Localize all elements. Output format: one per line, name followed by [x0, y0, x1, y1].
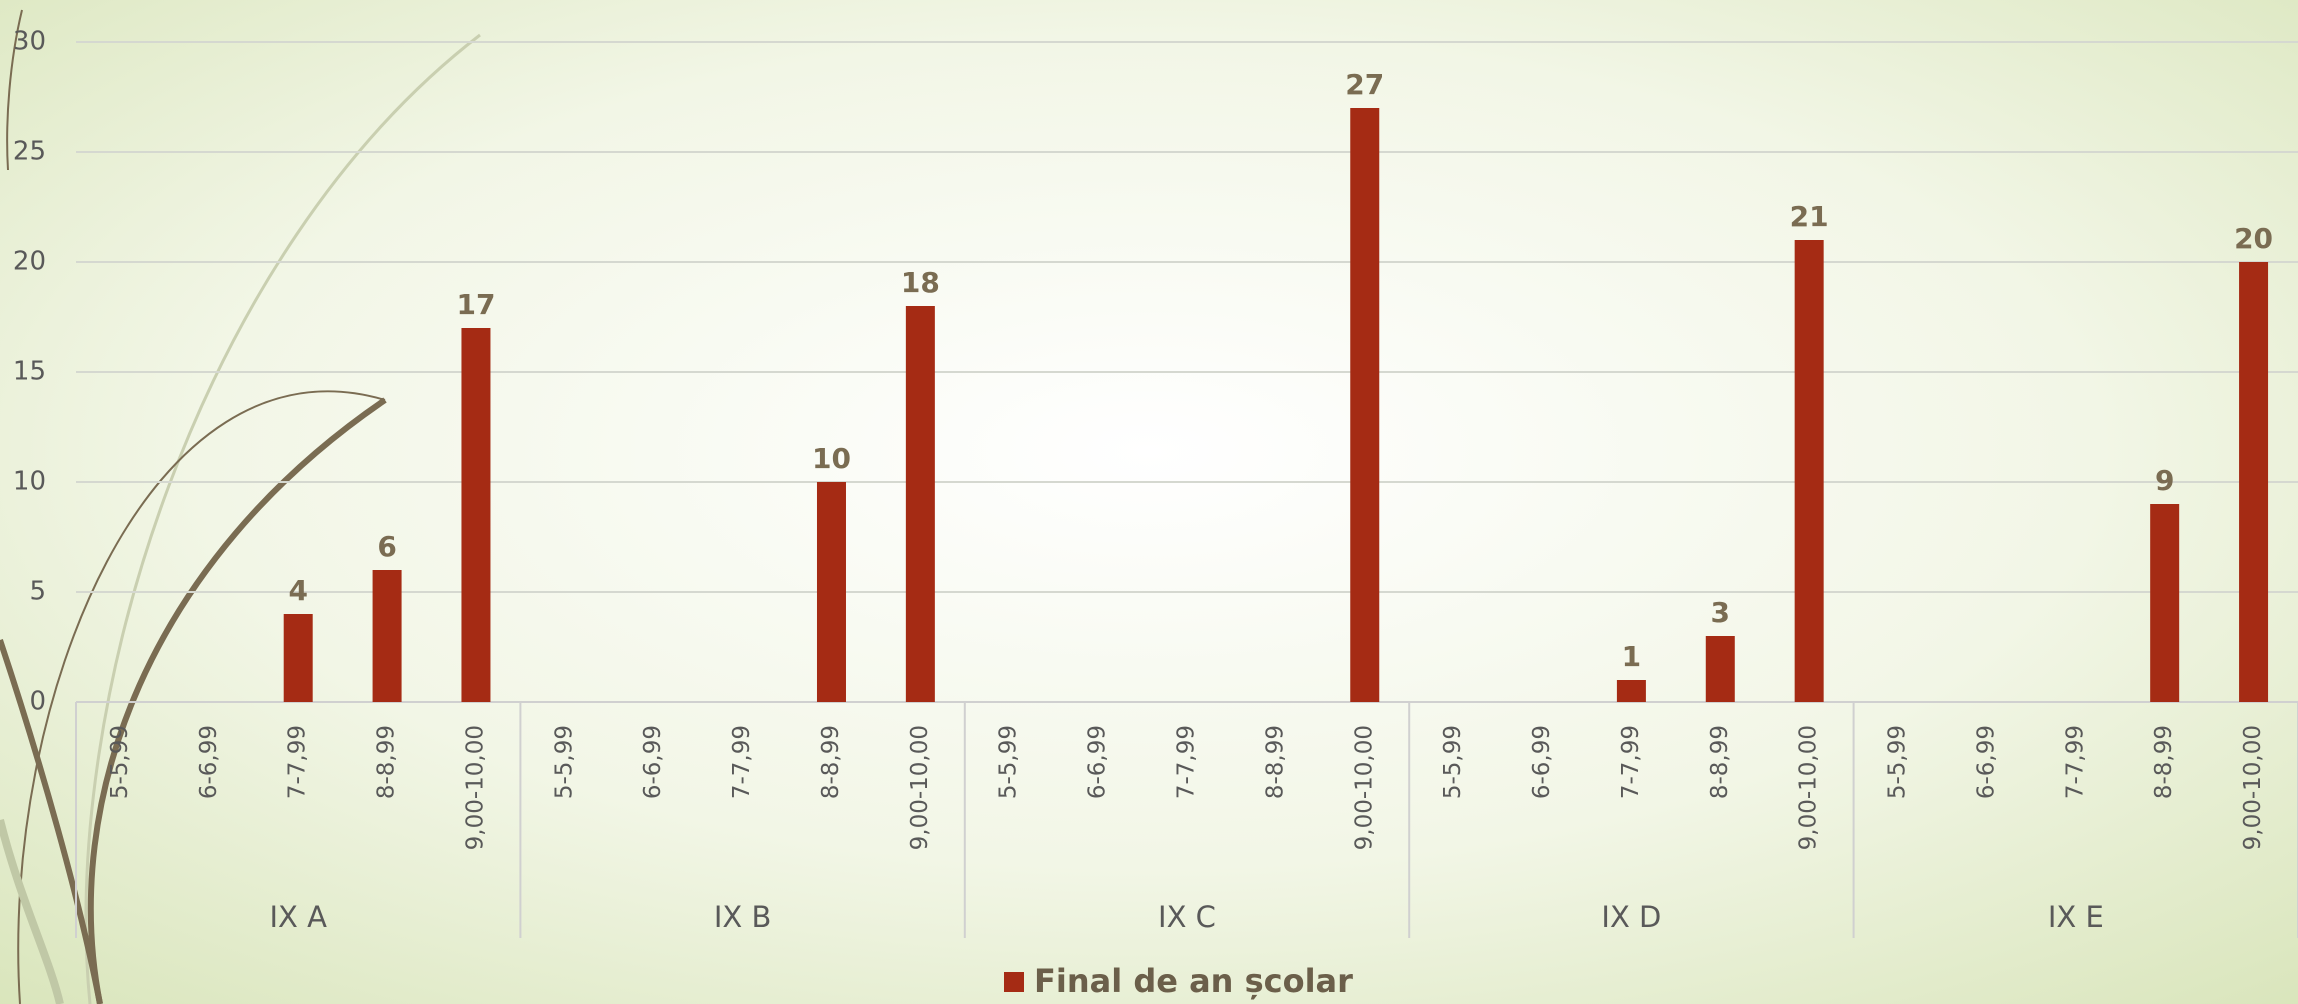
group-label: IX C	[1158, 900, 1216, 934]
group-label: IX E	[2048, 900, 2104, 934]
legend-label: Final de an școlar	[1034, 962, 1353, 1000]
value-label: 4	[288, 574, 307, 607]
value-label: 20	[2234, 222, 2273, 255]
value-label: 1	[1622, 640, 1641, 673]
x-tick-label: 9,00-10,00	[2240, 725, 2266, 850]
y-tick-label: 25	[13, 137, 46, 167]
x-tick-label: 6-6,99	[196, 725, 222, 799]
x-tick-label: 9,00-10,00	[907, 725, 933, 850]
x-tick-label: 7-7,99	[729, 725, 755, 799]
x-tick-label: 9,00-10,00	[462, 725, 488, 850]
x-tick-label: 7-7,99	[285, 725, 311, 799]
decor-curve	[84, 33, 481, 1004]
x-tick-label: 7-7,99	[2062, 725, 2088, 799]
x-tick-label: 6-6,99	[1085, 725, 1111, 799]
bar	[372, 570, 402, 702]
bar	[283, 614, 313, 702]
decor-curve	[17, 390, 386, 1004]
y-tick-label: 10	[13, 467, 46, 497]
x-tick-label: 5-5,99	[107, 725, 133, 799]
x-tick-label: 6-6,99	[640, 725, 666, 799]
x-tick-label: 8-8,99	[374, 725, 400, 799]
x-tick-label: 6-6,99	[1973, 725, 1999, 799]
y-tick-label: 15	[13, 357, 46, 387]
x-tick-label: 5-5,99	[996, 725, 1022, 799]
value-label: 21	[1790, 200, 1829, 233]
value-label: 10	[812, 442, 851, 475]
bar	[2239, 262, 2269, 702]
value-label: 3	[1711, 596, 1730, 629]
bar	[461, 328, 491, 702]
x-tick-label: 8-8,99	[1707, 725, 1733, 799]
bar	[1616, 680, 1646, 702]
legend-swatch	[1004, 972, 1024, 992]
value-label: 27	[1345, 68, 1384, 101]
bar	[905, 306, 935, 702]
decor-curve	[6, 9, 23, 171]
group-label: IX D	[1601, 900, 1661, 934]
decor-curve	[0, 819, 64, 1004]
bar	[816, 482, 846, 702]
x-tick-label: 8-8,99	[818, 725, 844, 799]
group-label: IX B	[714, 900, 772, 934]
y-tick-label: 30	[13, 27, 46, 57]
x-tick-label: 6-6,99	[1529, 725, 1555, 799]
x-tick-label: 7-7,99	[1618, 725, 1644, 799]
y-tick-label: 0	[29, 687, 46, 717]
bar	[1350, 108, 1380, 702]
x-tick-label: 8-8,99	[2151, 725, 2177, 799]
group-label: IX A	[269, 900, 327, 934]
bar	[2150, 504, 2180, 702]
x-tick-label: 9,00-10,00	[1796, 725, 1822, 850]
value-label: 6	[377, 530, 396, 563]
x-tick-label: 5-5,99	[551, 725, 577, 799]
bar	[1794, 240, 1824, 702]
x-tick-label: 5-5,99	[1440, 725, 1466, 799]
decor-curve	[0, 639, 103, 1004]
decoration	[0, 9, 481, 1004]
x-tick-label: 8-8,99	[1262, 725, 1288, 799]
value-label: 18	[901, 266, 940, 299]
bar	[1705, 636, 1735, 702]
x-tick-label: 9,00-10,00	[1351, 725, 1377, 850]
y-tick-label: 20	[13, 247, 46, 277]
x-tick-label: 5-5,99	[1885, 725, 1911, 799]
y-tick-label: 5	[29, 577, 46, 607]
value-label: 17	[456, 288, 495, 321]
decor-curve	[87, 397, 387, 1004]
x-tick-label: 7-7,99	[1174, 725, 1200, 799]
value-label: 9	[2155, 464, 2174, 497]
